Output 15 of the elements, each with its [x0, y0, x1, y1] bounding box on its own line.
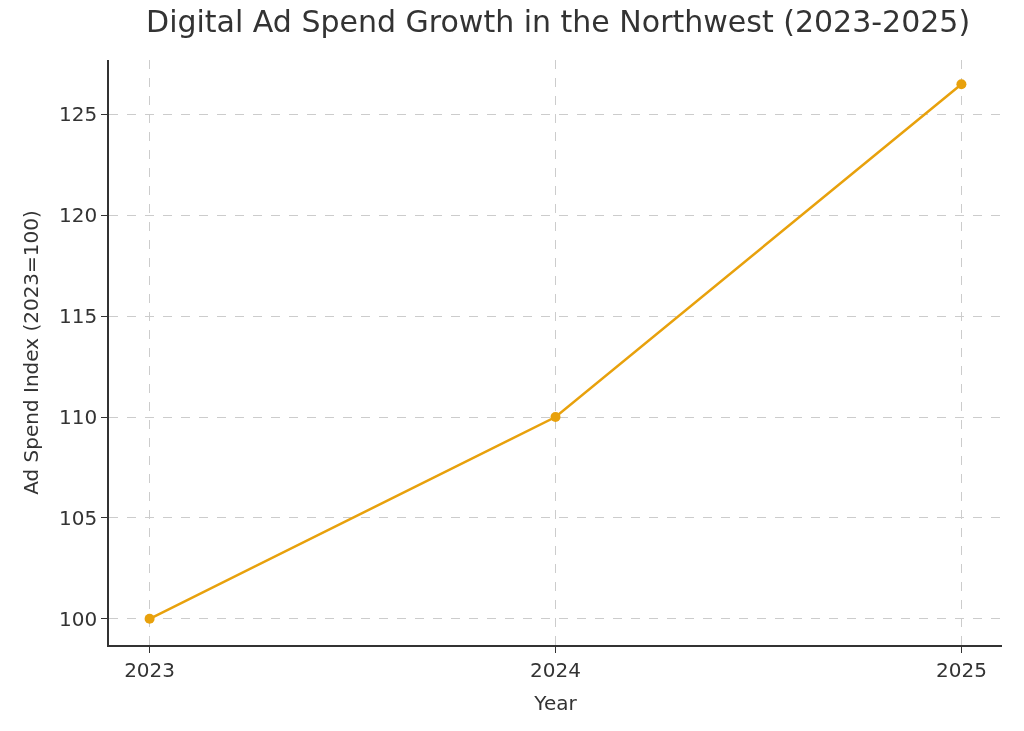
y-axis-title: Ad Spend Index (2023=100) [19, 210, 44, 495]
x-tick-label: 2024 [530, 657, 581, 682]
point [956, 79, 967, 90]
y-tick-label: 115 [59, 304, 98, 329]
x-axis-title: Year [533, 690, 578, 715]
point [144, 613, 155, 624]
chart-title: Digital Ad Spend Growth in the Northwest (2023-2025) [146, 3, 971, 39]
x-tick-label: 2023 [124, 657, 176, 682]
y-tick-label: 105 [59, 505, 98, 530]
point [550, 412, 561, 423]
y-tick-label: 100 [59, 606, 98, 631]
y-tick-label: 125 [59, 102, 98, 127]
y-tick-label: 120 [59, 203, 98, 228]
y-tick-label: 110 [59, 405, 98, 430]
x-tick-label: 2025 [935, 657, 987, 682]
